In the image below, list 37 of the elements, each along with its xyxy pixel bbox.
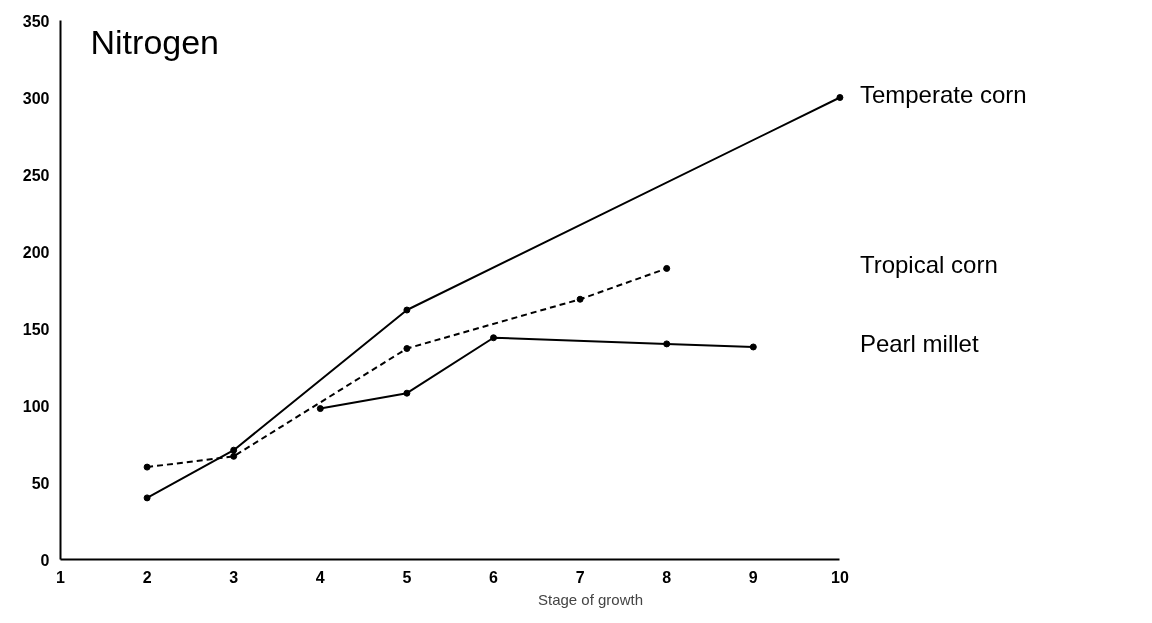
y-tick-label: 250 [22,166,50,184]
text: Pearl millet [859,329,979,357]
y-tick-label: 0 [40,551,50,569]
x-axis-title: Stage of growth [537,590,644,608]
point [230,452,238,460]
x-tick-label: 10 [831,568,849,586]
y-tick-label: 50 [31,474,50,492]
x-tick-label: 4 [315,568,325,586]
point [749,343,757,351]
point [316,405,324,413]
point [230,446,238,454]
x-tick-label: 8 [662,568,672,586]
x-tick-label: 5 [402,568,412,586]
point [143,494,151,502]
y-tick-label: 150 [22,320,50,338]
point [663,264,671,272]
x-tick-label: 6 [489,568,499,586]
series-label: Temperate corn [859,80,1027,108]
point [143,463,151,471]
y-tick-label: 300 [22,89,50,107]
y-tick-label: 200 [22,243,50,261]
point [403,306,411,314]
y-tick-label: 350 [22,12,50,30]
y-tick-label: 100 [22,397,50,415]
point [663,340,671,348]
x-tick-label: 7 [575,568,585,586]
chart-title: Nitrogen [90,22,220,61]
x-tick-label: 3 [229,568,239,586]
point [490,334,498,342]
x-tick-label: 9 [748,568,758,586]
point [403,345,411,353]
text: Tropical corn [859,251,998,279]
point [403,389,411,397]
point [576,295,584,303]
point [836,94,844,101]
x-tick-label: 1 [56,568,66,586]
x-tick-label: 2 [142,568,152,586]
